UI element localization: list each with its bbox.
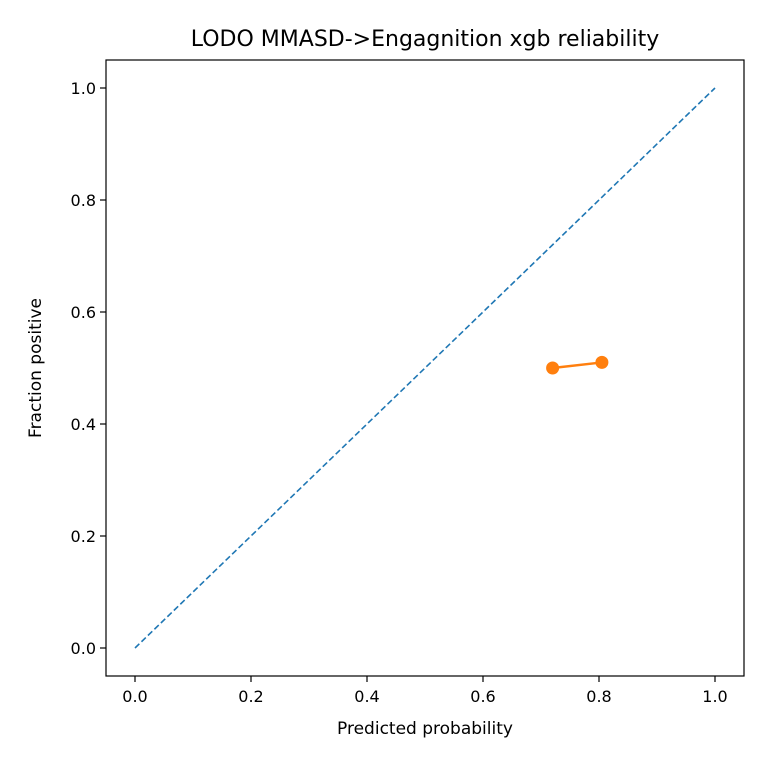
y-tick-label-0: 0.0 [71, 639, 96, 658]
series-0-line [134, 87, 716, 649]
y-tick-label-3: 0.6 [71, 303, 96, 322]
y-tick-label-5: 1.0 [71, 79, 96, 98]
y-tick-label-1: 0.2 [71, 527, 96, 546]
y-axis-label: Fraction positive [26, 298, 46, 438]
x-tick-label-2: 0.4 [354, 687, 379, 706]
plot-area: 0.0 0.2 0.4 0.6 0.8 1.0 0.0 0.2 0.4 0.6 0.8 1.0 [71, 59, 745, 706]
series-1 [546, 355, 609, 375]
x-axis-label: Predicted probability [337, 719, 513, 739]
y-tick-label-4: 0.8 [71, 191, 96, 210]
series-1-line [552, 361, 603, 370]
series-1-point-0 [546, 361, 560, 375]
x-tick-label-3: 0.6 [470, 687, 495, 706]
plot-frame [105, 59, 745, 677]
y-tick-label-2: 0.4 [71, 415, 96, 434]
chart-title: LODO MMASD->Engagnition xgb reliability [191, 27, 659, 52]
y-axis-ticks: 0.0 0.2 0.4 0.6 0.8 1.0 [71, 79, 106, 658]
x-tick-label-5: 1.0 [702, 687, 727, 706]
x-tick-label-0: 0.0 [122, 687, 147, 706]
series-1-point-1 [595, 355, 609, 369]
x-tick-label-1: 0.2 [238, 687, 263, 706]
series-0 [134, 87, 716, 649]
x-axis-ticks: 0.0 0.2 0.4 0.6 0.8 1.0 [122, 676, 728, 706]
x-tick-label-4: 0.8 [586, 687, 611, 706]
series-layer [134, 87, 716, 649]
